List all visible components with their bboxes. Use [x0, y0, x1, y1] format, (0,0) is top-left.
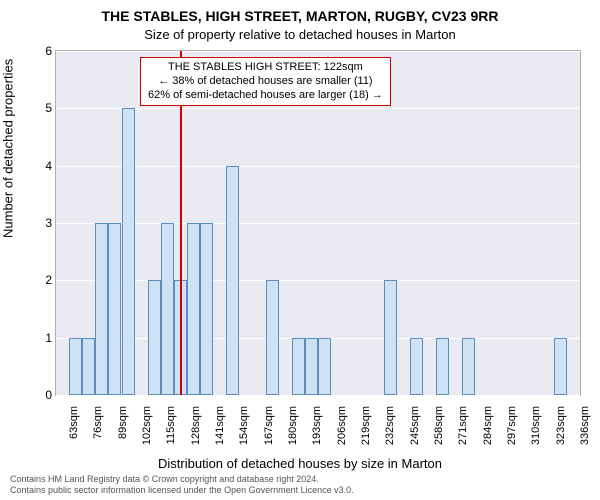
chart-container: THE STABLES, HIGH STREET, MARTON, RUGBY,… [0, 0, 600, 500]
grid-line [56, 280, 580, 281]
y-tick-label: 6 [32, 44, 52, 58]
y-axis-label: Number of detached properties [1, 59, 16, 238]
y-tick-label: 3 [32, 216, 52, 230]
x-tick-label: 63sqm [68, 406, 80, 439]
x-tick-label: 284sqm [482, 406, 494, 445]
histogram-bar [108, 223, 121, 395]
histogram-bar [69, 338, 82, 395]
x-tick-label: 271sqm [457, 406, 469, 445]
chart-title: THE STABLES, HIGH STREET, MARTON, RUGBY,… [0, 8, 600, 24]
attribution: Contains HM Land Registry data © Crown c… [10, 474, 354, 496]
histogram-bar [82, 338, 95, 395]
grid-line [56, 223, 580, 224]
x-tick-label: 102sqm [141, 406, 153, 445]
annotation-line-3: 62% of semi-detached houses are larger (… [148, 89, 383, 103]
histogram-bar [161, 223, 174, 395]
x-tick-label: 297sqm [506, 406, 518, 445]
x-tick-label: 258sqm [433, 406, 445, 445]
histogram-bar [436, 338, 449, 395]
grid-line [56, 108, 580, 109]
x-tick-label: 89sqm [117, 406, 129, 439]
grid-line [56, 51, 580, 52]
histogram-bar [148, 280, 161, 395]
x-tick-label: 336sqm [579, 406, 591, 445]
x-tick-label: 206sqm [336, 406, 348, 445]
annotation-line-2: ← 38% of detached houses are smaller (11… [148, 75, 383, 89]
x-tick-label: 193sqm [311, 406, 323, 445]
grid-line [56, 166, 580, 167]
y-tick-label: 1 [32, 331, 52, 345]
x-tick-label: 180sqm [287, 406, 299, 445]
histogram-bar [384, 280, 397, 395]
chart-subtitle: Size of property relative to detached ho… [0, 27, 600, 42]
histogram-bar [266, 280, 279, 395]
x-tick-label: 245sqm [409, 406, 421, 445]
attribution-line-2: Contains public sector information licen… [10, 485, 354, 496]
histogram-bar [318, 338, 331, 395]
x-tick-label: 115sqm [165, 406, 177, 444]
histogram-bar [305, 338, 318, 395]
x-tick-label: 310sqm [530, 406, 542, 445]
x-tick-label: 128sqm [190, 406, 202, 445]
histogram-bar [187, 223, 200, 395]
y-tick-label: 5 [32, 101, 52, 115]
histogram-bar [410, 338, 423, 395]
x-tick-label: 232sqm [384, 406, 396, 445]
histogram-bar [122, 108, 135, 395]
y-tick-label: 4 [32, 159, 52, 173]
x-axis-label: Distribution of detached houses by size … [0, 456, 600, 471]
histogram-bar [554, 338, 567, 395]
x-tick-label: 219sqm [360, 406, 372, 445]
y-tick-label: 0 [32, 388, 52, 402]
histogram-bar [462, 338, 475, 395]
x-tick-label: 76sqm [92, 406, 104, 439]
attribution-line-1: Contains HM Land Registry data © Crown c… [10, 474, 354, 485]
histogram-bar [95, 223, 108, 395]
x-tick-label: 167sqm [263, 406, 275, 445]
x-tick-label: 154sqm [238, 406, 250, 445]
x-tick-label: 141sqm [214, 406, 226, 445]
grid-line [56, 395, 580, 396]
histogram-bar [226, 166, 239, 395]
annotation-line-1: THE STABLES HIGH STREET: 122sqm [148, 61, 383, 75]
x-tick-label: 323sqm [555, 406, 567, 445]
plot-area: THE STABLES HIGH STREET: 122sqm ← 38% of… [55, 50, 581, 396]
y-tick-label: 2 [32, 273, 52, 287]
annotation-box: THE STABLES HIGH STREET: 122sqm ← 38% of… [140, 57, 391, 106]
histogram-bar [200, 223, 213, 395]
histogram-bar [292, 338, 305, 395]
